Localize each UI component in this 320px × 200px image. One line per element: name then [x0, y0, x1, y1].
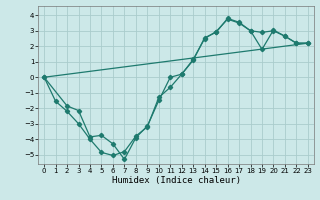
X-axis label: Humidex (Indice chaleur): Humidex (Indice chaleur)	[111, 176, 241, 185]
